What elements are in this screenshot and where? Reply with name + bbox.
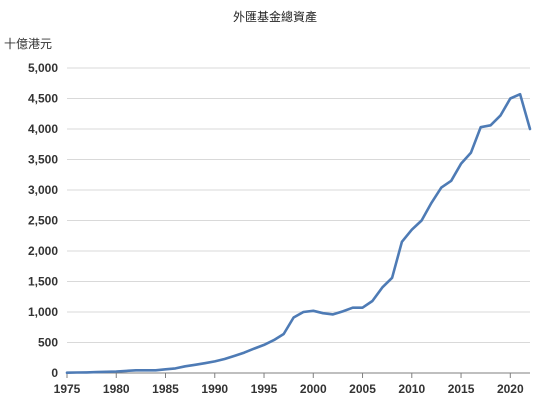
- y-tick-label-4500: 4,500: [28, 92, 58, 106]
- x-tick-label-1980: 1980: [103, 382, 130, 396]
- y-tick-label-1500: 1,500: [28, 275, 58, 289]
- series-line-0: [65, 92, 532, 375]
- y-tick-label-4000: 4,000: [28, 122, 58, 136]
- y-tick-label-500: 500: [38, 336, 58, 350]
- y-axis-tick-labels: 0 500 1,000 1,500 2,000 2,500 3,000 3,500 4,000 4…: [28, 61, 58, 380]
- chart-title: 外匯基金總資產: [233, 9, 317, 24]
- x-axis-ticks: 1975 1980 1985 1990 1995 2000 2005 2010 2015 2020: [54, 373, 524, 396]
- x-tick-label-1995: 1995: [251, 382, 278, 396]
- y-tick-label-2000: 2,000: [28, 244, 58, 258]
- y-tick-label-0: 0: [51, 366, 58, 380]
- y-tick-label-3000: 3,000: [28, 183, 58, 197]
- x-tick-label-1990: 1990: [201, 382, 228, 396]
- y-tick-label-5000: 5,000: [28, 61, 58, 75]
- y-tick-label-1000: 1,000: [28, 305, 58, 319]
- y-axis-unit-label: 十億港元: [4, 37, 52, 51]
- x-tick-label-1985: 1985: [152, 382, 179, 396]
- y-tick-label-3500: 3,500: [28, 153, 58, 167]
- x-tick-label-2020: 2020: [497, 382, 524, 396]
- gridlines: [67, 67, 530, 343]
- x-tick-label-2015: 2015: [448, 382, 475, 396]
- series-group: [65, 92, 532, 375]
- y-tick-label-2500: 2,500: [28, 214, 58, 228]
- x-tick-label-2010: 2010: [398, 382, 425, 396]
- x-tick-label-2000: 2000: [300, 382, 327, 396]
- x-tick-label-2005: 2005: [349, 382, 376, 396]
- x-tick-label-1975: 1975: [54, 382, 81, 396]
